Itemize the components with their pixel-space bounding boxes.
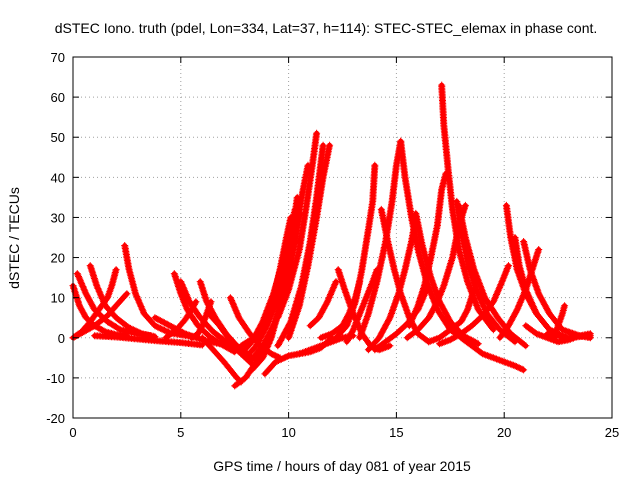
x-axis-label: GPS time / hours of day 081 of year 2015 bbox=[213, 458, 471, 474]
series-markers bbox=[198, 334, 245, 386]
series-markers bbox=[91, 332, 206, 349]
series-markers bbox=[237, 205, 299, 358]
x-tick-label: 5 bbox=[177, 425, 184, 440]
series-markers bbox=[274, 129, 321, 322]
y-tick-label: 70 bbox=[51, 50, 65, 65]
y-tick-label: 0 bbox=[58, 331, 65, 346]
chart-title: dSTEC Iono. truth (pdel, Lon=334, Lat=37… bbox=[55, 20, 598, 36]
series-10 bbox=[162, 298, 200, 342]
x-tick-label: 0 bbox=[69, 425, 76, 440]
y-tick-label: 50 bbox=[51, 130, 65, 145]
series-markers bbox=[436, 262, 512, 348]
x-tick-label: 20 bbox=[497, 425, 511, 440]
y-tick-label: 40 bbox=[51, 170, 65, 185]
ticks: 0 5 10 15 20 25 -20 -10 0 10 20 30 40 50 60 70 bbox=[46, 50, 619, 440]
series-14 bbox=[198, 334, 245, 386]
y-tick-label: 60 bbox=[51, 90, 65, 105]
series-45 bbox=[436, 262, 512, 348]
series-31 bbox=[306, 278, 340, 330]
series-21 bbox=[237, 205, 299, 358]
series-markers bbox=[425, 286, 478, 346]
series-46 bbox=[457, 334, 528, 374]
y-tick-label: -10 bbox=[46, 371, 65, 386]
grid bbox=[73, 57, 612, 418]
y-tick-label: -20 bbox=[46, 411, 65, 426]
series-markers bbox=[405, 169, 450, 330]
x-tick-label: 15 bbox=[389, 425, 403, 440]
y-tick-label: 30 bbox=[51, 210, 65, 225]
series-23 bbox=[274, 129, 321, 322]
series-29 bbox=[343, 266, 381, 346]
y-tick-label: 10 bbox=[51, 291, 65, 306]
series-markers bbox=[496, 246, 543, 342]
series-41 bbox=[438, 81, 497, 334]
series-32 bbox=[332, 161, 379, 342]
series-6 bbox=[91, 332, 206, 349]
series-53 bbox=[543, 330, 594, 342]
series-layer bbox=[69, 81, 594, 390]
series-markers bbox=[457, 334, 528, 374]
series-44 bbox=[425, 286, 478, 346]
series-markers bbox=[285, 141, 334, 342]
series-markers bbox=[543, 330, 594, 342]
series-markers bbox=[306, 278, 340, 330]
series-25 bbox=[285, 141, 334, 342]
series-markers bbox=[162, 298, 200, 342]
x-tick-label: 10 bbox=[281, 425, 295, 440]
plot-frame bbox=[72, 56, 613, 419]
series-2 bbox=[86, 262, 159, 341]
series-markers bbox=[121, 242, 196, 341]
y-axis-label: dSTEC / TECUs bbox=[6, 187, 22, 289]
x-tick-label: 25 bbox=[605, 425, 619, 440]
y-tick-label: 20 bbox=[51, 251, 65, 266]
series-8 bbox=[177, 278, 230, 346]
series-39 bbox=[405, 169, 450, 330]
series-50 bbox=[496, 246, 543, 342]
series-markers bbox=[438, 81, 497, 334]
series-markers bbox=[86, 262, 159, 341]
series-markers bbox=[332, 161, 379, 342]
series-markers bbox=[343, 266, 381, 346]
